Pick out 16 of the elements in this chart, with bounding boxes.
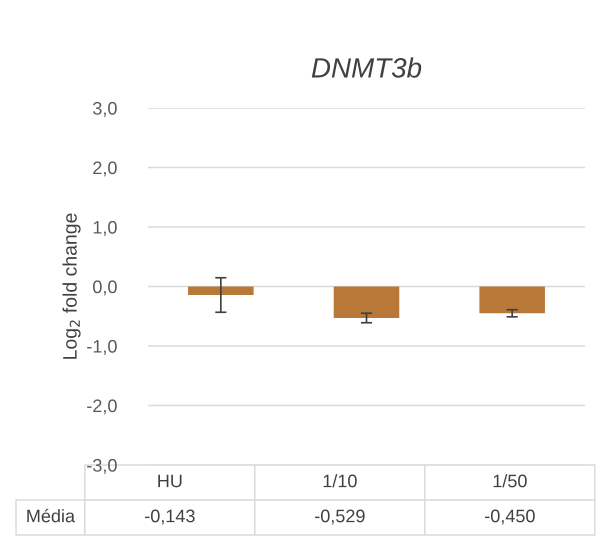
y-axis-title: Log$_{2}$ fold change <box>62 213 81 359</box>
y-tick-label: 2,0 <box>93 161 117 176</box>
y-tick-label: -1,0 <box>87 340 117 355</box>
y-tick-label: 3,0 <box>93 102 117 117</box>
x-tick-label: HU <box>158 474 182 488</box>
x-tick-label: 1/50 <box>494 474 527 488</box>
chart-title: DNMT3b <box>312 57 422 78</box>
y-tick-label: 1,0 <box>94 220 117 236</box>
x-tick-label: 1/10 <box>324 474 357 488</box>
y-tick-label: 0,0 <box>93 280 117 296</box>
y-tick-label: -3,0 <box>87 458 117 474</box>
text: Média <box>27 508 76 522</box>
data-label: -0,529 <box>315 510 365 524</box>
data-label: -0,450 <box>485 510 535 524</box>
y-tick-label: -2,0 <box>87 399 117 414</box>
data-label: -0,143 <box>145 510 195 524</box>
